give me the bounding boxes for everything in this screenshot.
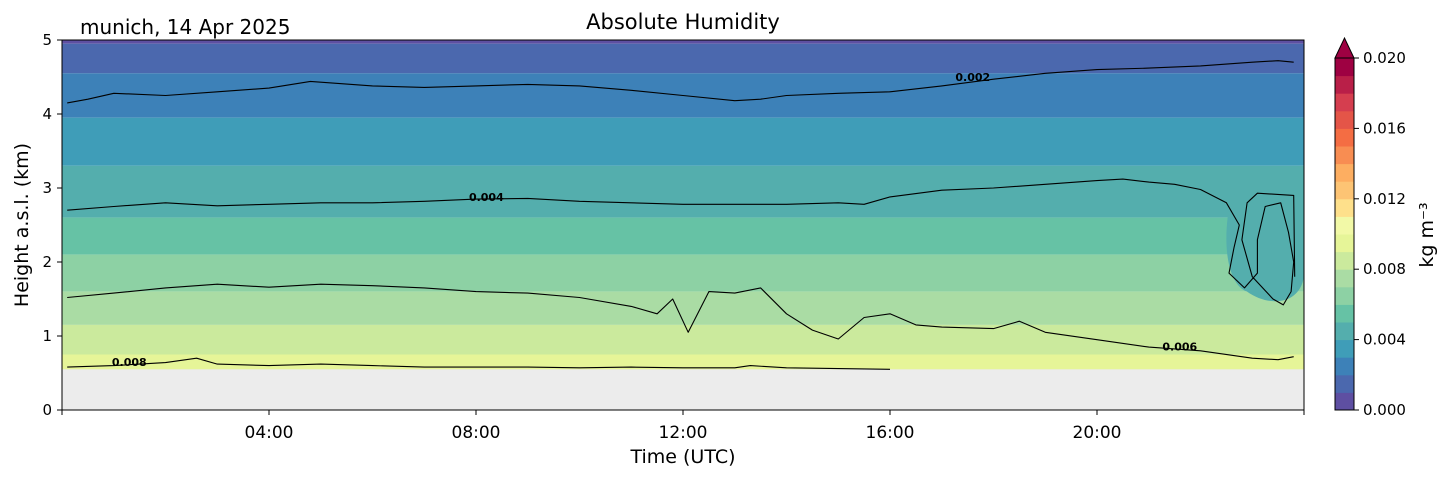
- location-date: munich, 14 Apr 2025: [80, 15, 290, 39]
- colorbar: 0.000 0.004 0.008 0.012 0.016 0.020 kg m⁻³: [1334, 36, 1438, 419]
- x-tick-label: 04:00: [245, 423, 294, 443]
- y-tick-label: 1: [42, 327, 52, 345]
- contour-lines: [67, 60, 1296, 370]
- colorbar-tick-label: 0.000: [1363, 401, 1406, 419]
- humidity-band: [62, 254, 1304, 292]
- plot-area: 0.002 0.004 0.006 0.008: [61, 39, 1305, 411]
- colorbar-tick-label: 0.008: [1363, 260, 1406, 278]
- colorbar-swatch: [1335, 251, 1354, 270]
- colorbar-swatch: [1335, 286, 1354, 305]
- colorbar-swatch: [1335, 128, 1354, 147]
- colorbar-swatch: [1335, 75, 1354, 94]
- colorbar-swatch: [1335, 322, 1354, 341]
- colorbar-swatch: [1335, 163, 1354, 182]
- x-tick-label: 12:00: [659, 423, 708, 443]
- colorbar-extend-arrow: [1334, 36, 1355, 59]
- colorbar-swatch: [1335, 357, 1354, 376]
- colorbar-frame: [1334, 57, 1355, 411]
- colorbar-tick-label: 0.016: [1363, 119, 1406, 137]
- colorbar-swatch: [1335, 58, 1354, 77]
- colorbar-swatch: [1335, 304, 1354, 323]
- x-tick-label: 16:00: [866, 423, 915, 443]
- contour-label: 0.002: [955, 71, 990, 84]
- colorbar-swatch: [1335, 198, 1354, 217]
- contour-line: [67, 283, 1294, 361]
- x-axis: 04:00 08:00 12:00 16:00 20:00: [61, 410, 1305, 443]
- contour-label: 0.004: [469, 191, 504, 204]
- contour-line: [67, 60, 1294, 104]
- colorbar-swatch: [1335, 146, 1354, 165]
- contour-line: [67, 357, 891, 370]
- humidity-field: [62, 40, 1304, 388]
- humidity-band: [62, 165, 1304, 218]
- colorbar-tick-label: 0.012: [1363, 190, 1406, 208]
- colorbar-swatch: [1335, 216, 1354, 235]
- colorbar-swatches: [1335, 58, 1354, 411]
- humidity-band: [62, 117, 1304, 166]
- y-tick-label: 2: [42, 253, 52, 271]
- contour-labels: 0.002 0.004 0.006 0.008: [112, 71, 1198, 369]
- colorbar-ticks: 0.000 0.004 0.008 0.012 0.016 0.020: [1354, 49, 1406, 419]
- no-data-region: [62, 369, 1304, 410]
- colorbar-swatch: [1335, 392, 1354, 411]
- humidity-band: [62, 291, 1304, 325]
- contour-label: 0.008: [112, 356, 147, 369]
- y-tick-label: 4: [42, 105, 52, 123]
- colorbar-swatch: [1335, 181, 1354, 200]
- colorbar-tick-label: 0.004: [1363, 331, 1406, 349]
- colorbar-swatch: [1335, 374, 1354, 393]
- humidity-band: [62, 217, 1304, 255]
- y-tick-label: 0: [42, 401, 52, 419]
- colorbar-tick-label: 0.020: [1363, 49, 1406, 67]
- y-tick-label: 5: [42, 31, 52, 49]
- y-axis-label: Height a.s.l. (km): [11, 143, 33, 307]
- colorbar-swatch: [1335, 234, 1354, 253]
- colorbar-swatch: [1335, 269, 1354, 288]
- x-tick-label: 20:00: [1073, 423, 1122, 443]
- contour-label: 0.006: [1162, 340, 1197, 353]
- humidity-band: [62, 324, 1304, 355]
- colorbar-swatch: [1335, 93, 1354, 112]
- x-axis-label: Time (UTC): [629, 446, 735, 468]
- colorbar-label: kg m⁻³: [1416, 202, 1438, 267]
- contour-line: [67, 178, 1296, 306]
- x-tick-label: 08:00: [452, 423, 501, 443]
- y-axis: 0 1 2 3 4 5: [42, 31, 62, 419]
- colorbar-swatch: [1335, 339, 1354, 358]
- humidity-band: [62, 43, 1304, 74]
- y-tick-label: 3: [42, 179, 52, 197]
- humidity-band: [62, 40, 1304, 44]
- chart-title: Absolute Humidity: [586, 10, 780, 34]
- colorbar-swatch: [1335, 110, 1354, 129]
